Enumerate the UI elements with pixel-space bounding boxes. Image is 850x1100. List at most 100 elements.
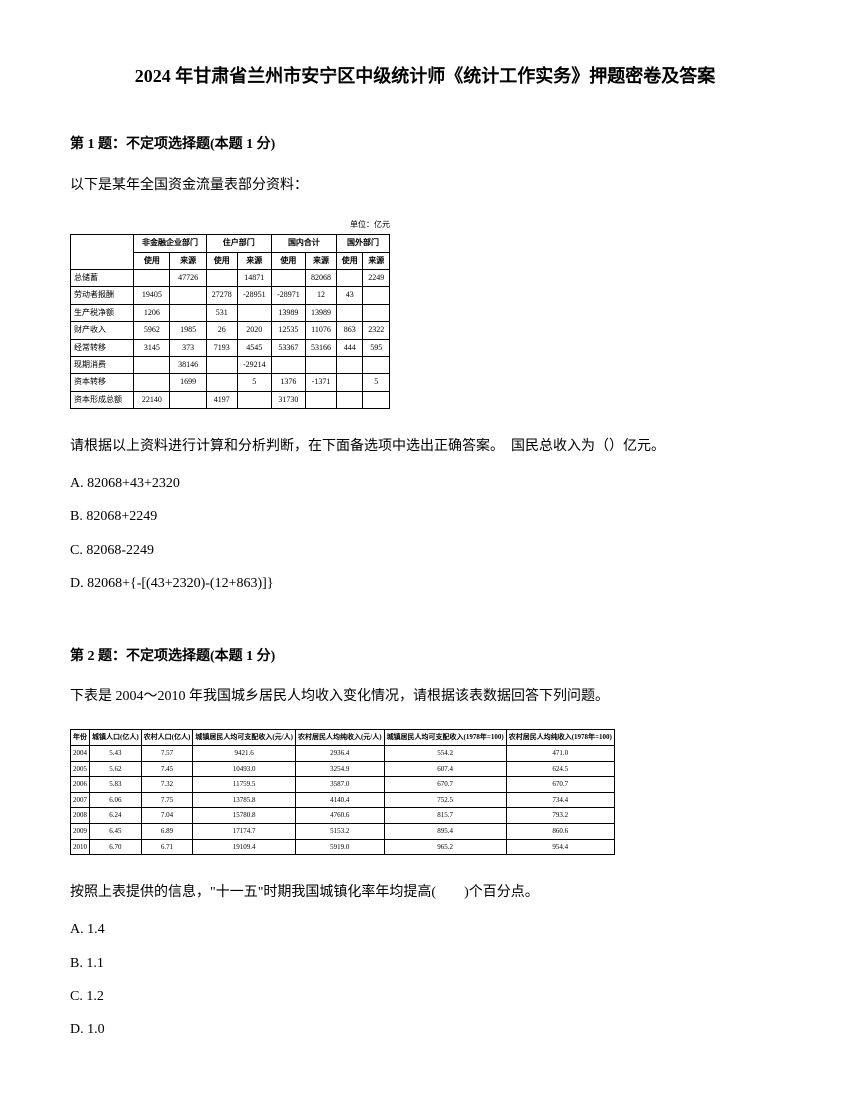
table-cell bbox=[237, 391, 271, 408]
table-row: 财产收入5962198526202012535110768632322 bbox=[71, 322, 390, 339]
table-row: 20106.706.7119109.45919.0965.2954.4 bbox=[71, 839, 615, 855]
table-cell: 9421.6 bbox=[193, 745, 296, 761]
table-row: 20065.837.3211759.53587.0670.7670.7 bbox=[71, 777, 615, 793]
table-subheader: 来源 bbox=[363, 252, 390, 269]
table-cell bbox=[363, 391, 390, 408]
table-cell bbox=[134, 269, 170, 286]
table-cell: 22140 bbox=[134, 391, 170, 408]
table-cell: 27278 bbox=[206, 287, 237, 304]
q2-answer-prompt: 按照上表提供的信息，"十一五"时期我国城镇化率年均提高( )个百分点。 bbox=[70, 880, 780, 905]
table-cell: 793.2 bbox=[506, 808, 614, 824]
q1-option-c: C. 82068-2249 bbox=[70, 538, 780, 563]
q1-option-d: D. 82068+{-[(43+2320)-(12+863)]} bbox=[70, 571, 780, 596]
table-cell bbox=[337, 356, 363, 373]
table-header bbox=[71, 235, 134, 270]
table-cell: 624.5 bbox=[506, 761, 614, 777]
table-cell: 19405 bbox=[134, 287, 170, 304]
table-cell bbox=[271, 269, 305, 286]
table-cell: 13989 bbox=[305, 304, 336, 321]
table-cell: 2009 bbox=[71, 823, 90, 839]
table-cell: 19109.4 bbox=[193, 839, 296, 855]
table-cell bbox=[237, 304, 271, 321]
table-cell: 5153.2 bbox=[295, 823, 384, 839]
table-cell: 7193 bbox=[206, 339, 237, 356]
table-cell: 6.89 bbox=[141, 823, 193, 839]
table-cell: 670.7 bbox=[384, 777, 506, 793]
q2-option-b: B. 1.1 bbox=[70, 951, 780, 976]
table-cell: 13989 bbox=[271, 304, 305, 321]
table-cell: 7.45 bbox=[141, 761, 193, 777]
table-cell: 2010 bbox=[71, 839, 90, 855]
table-cell: 1699 bbox=[170, 374, 206, 391]
table-cell: 5 bbox=[237, 374, 271, 391]
table-cell bbox=[271, 356, 305, 373]
table-cell: 752.5 bbox=[384, 792, 506, 808]
table-cell: 6.06 bbox=[90, 792, 142, 808]
table-header: 农村人口(亿人) bbox=[141, 730, 193, 746]
table-cell: 607.4 bbox=[384, 761, 506, 777]
table-cell: 4140.4 bbox=[295, 792, 384, 808]
table-cell: 3254.9 bbox=[295, 761, 384, 777]
table-cell: -29214 bbox=[237, 356, 271, 373]
table-cell: 4760.6 bbox=[295, 808, 384, 824]
table-cell: 471.0 bbox=[506, 745, 614, 761]
table-cell bbox=[363, 356, 390, 373]
table-cell: 2006 bbox=[71, 777, 90, 793]
q1-answer-prompt: 请根据以上资料进行计算和分析判断，在下面备选项中选出正确答案。 国民总收入为（）… bbox=[70, 434, 780, 459]
table-cell: 6.45 bbox=[90, 823, 142, 839]
table-cell: 2005 bbox=[71, 761, 90, 777]
table-cell: 53166 bbox=[305, 339, 336, 356]
table-cell: 965.2 bbox=[384, 839, 506, 855]
table-cell: 1376 bbox=[271, 374, 305, 391]
q2-table-container: 年份 城镇人口(亿人) 农村人口(亿人) 城镇居民人均可支配收入(元/人) 农村… bbox=[70, 729, 780, 855]
table-cell: 895.4 bbox=[384, 823, 506, 839]
table-cell: 954.4 bbox=[506, 839, 614, 855]
table-subheader: 来源 bbox=[305, 252, 336, 269]
q1-option-a: A. 82068+43+2320 bbox=[70, 471, 780, 496]
q1-option-b: B. 82068+2249 bbox=[70, 504, 780, 529]
q1-unit: 单位：亿元 bbox=[70, 218, 390, 232]
table-header: 国内合计 bbox=[271, 235, 336, 252]
table-subheader: 来源 bbox=[237, 252, 271, 269]
table-row: 20076.067.7513785.84140.4752.5734.4 bbox=[71, 792, 615, 808]
table-cell bbox=[134, 356, 170, 373]
table-cell: 财产收入 bbox=[71, 322, 134, 339]
table-cell: 5.83 bbox=[90, 777, 142, 793]
table-subheader: 使用 bbox=[134, 252, 170, 269]
table-cell: 12535 bbox=[271, 322, 305, 339]
table-row: 20045.437.579421.62936.4554.2471.0 bbox=[71, 745, 615, 761]
table-cell: 经常转移 bbox=[71, 339, 134, 356]
table-cell: 7.04 bbox=[141, 808, 193, 824]
table-row: 经常转移3145373719345455336753166444595 bbox=[71, 339, 390, 356]
table-cell: 5.43 bbox=[90, 745, 142, 761]
table-row: 20055.627.4510493.03254.9607.4624.5 bbox=[71, 761, 615, 777]
table-header: 农村居民人均纯收入(元/人) bbox=[295, 730, 384, 746]
table-header-row: 非金融企业部门 住户部门 国内合计 国外部门 bbox=[71, 235, 390, 252]
table-header-row: 年份 城镇人口(亿人) 农村人口(亿人) 城镇居民人均可支配收入(元/人) 农村… bbox=[71, 730, 615, 746]
q2-text: 下表是 2004～2010 年我国城乡居民人均收入变化情况，请根据该表数据回答下… bbox=[70, 684, 780, 709]
q1-table: 非金融企业部门 住户部门 国内合计 国外部门 使用 来源 使用 来源 使用 来源… bbox=[70, 234, 390, 409]
q1-text: 以下是某年全国资金流量表部分资料： bbox=[70, 173, 780, 198]
table-cell: 现期消费 bbox=[71, 356, 134, 373]
table-cell: 1206 bbox=[134, 304, 170, 321]
table-row: 20096.456.8917174.75153.2895.4860.6 bbox=[71, 823, 615, 839]
table-row: 资本形成总额22140419731730 bbox=[71, 391, 390, 408]
table-cell bbox=[337, 304, 363, 321]
table-cell: 6.70 bbox=[90, 839, 142, 855]
table-cell: 2020 bbox=[237, 322, 271, 339]
table-cell: 860.6 bbox=[506, 823, 614, 839]
table-cell: 2008 bbox=[71, 808, 90, 824]
table-cell: 3145 bbox=[134, 339, 170, 356]
table-cell: 2007 bbox=[71, 792, 90, 808]
table-cell: 531 bbox=[206, 304, 237, 321]
table-cell: 7.32 bbox=[141, 777, 193, 793]
table-cell: 5 bbox=[363, 374, 390, 391]
table-cell: 2249 bbox=[363, 269, 390, 286]
q2-header: 第 2 题：不定项选择题(本题 1 分) bbox=[70, 644, 780, 669]
table-cell: 26 bbox=[206, 322, 237, 339]
table-row: 总储蓄4772614871820682249 bbox=[71, 269, 390, 286]
table-cell: 生产税净额 bbox=[71, 304, 134, 321]
table-cell bbox=[170, 391, 206, 408]
table-row: 劳动者报酬1940527278-28951-289711243 bbox=[71, 287, 390, 304]
table-cell: 7.57 bbox=[141, 745, 193, 761]
